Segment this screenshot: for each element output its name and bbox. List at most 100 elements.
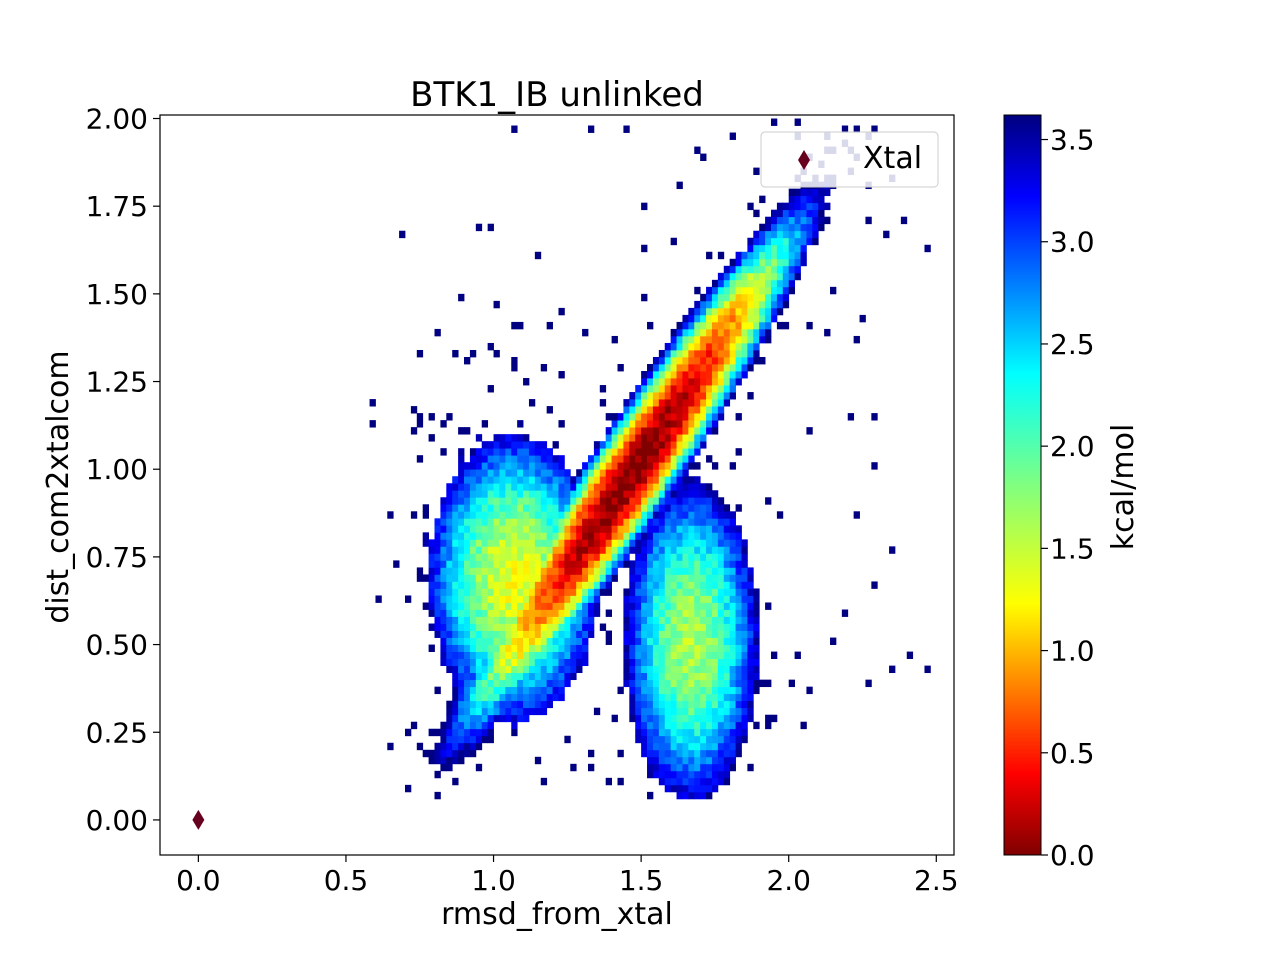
heatmap-cell	[593, 448, 601, 456]
heatmap-cell	[647, 763, 654, 772]
heatmap-cell	[706, 756, 713, 765]
heatmap-cell	[676, 658, 683, 667]
heatmap-cell	[493, 686, 500, 695]
heatmap-cell	[499, 658, 506, 667]
heatmap-cell	[694, 686, 701, 695]
heatmap-cell	[670, 335, 677, 344]
heatmap-cell	[570, 644, 577, 652]
heatmap-cell	[682, 441, 689, 449]
heatmap-cell	[788, 230, 796, 239]
heatmap-cell	[446, 525, 453, 533]
heatmap-cell	[706, 707, 713, 716]
heatmap-cell	[670, 378, 677, 386]
heatmap-cell	[599, 497, 607, 505]
heatmap-cell	[641, 469, 648, 477]
heatmap-cell	[623, 637, 630, 645]
heatmap-cell	[670, 462, 677, 470]
heatmap-cell	[582, 651, 589, 659]
heatmap-cell	[464, 490, 471, 498]
heatmap-cell	[552, 574, 559, 582]
heatmap-cell	[469, 567, 477, 575]
heatmap-cell	[694, 300, 701, 309]
heatmap-cell	[759, 300, 766, 309]
heatmap-cell	[670, 364, 677, 372]
heatmap-cell	[670, 328, 677, 337]
heatmap-cell	[599, 399, 607, 407]
heatmap-cell	[511, 721, 518, 730]
heatmap-cell	[664, 756, 672, 765]
heatmap-cell	[711, 511, 719, 519]
heatmap-cell	[647, 511, 654, 519]
heatmap-cell	[534, 693, 542, 702]
heatmap-cell	[446, 721, 453, 730]
heatmap-cell	[741, 321, 748, 330]
heatmap-cell	[688, 490, 695, 498]
heatmap-cell	[446, 574, 453, 582]
heatmap-cell	[493, 300, 500, 309]
heatmap-cell	[658, 658, 666, 667]
heatmap-cell	[729, 581, 736, 589]
heatmap-cell	[434, 609, 441, 617]
heatmap-cell	[635, 609, 642, 617]
heatmap-cell	[523, 553, 530, 561]
heatmap-cell	[706, 286, 713, 295]
heatmap-cell	[617, 448, 624, 456]
heatmap-cell	[694, 693, 701, 702]
heatmap-cell	[523, 588, 530, 596]
heatmap-cell	[711, 525, 719, 533]
heatmap-cell	[700, 616, 707, 624]
heatmap-cell	[458, 644, 465, 652]
heatmap-cell	[469, 658, 477, 667]
heatmap-cell	[735, 616, 742, 624]
heatmap-cell	[452, 679, 459, 688]
heatmap-cell	[694, 525, 701, 533]
heatmap-cell	[404, 728, 412, 737]
heatmap-cell	[729, 721, 736, 730]
heatmap-cell	[711, 665, 719, 674]
heatmap-cell	[487, 679, 494, 688]
heatmap-cell	[723, 588, 731, 596]
heatmap-cell	[635, 532, 642, 540]
heatmap-cell	[582, 588, 589, 596]
heatmap-cell	[723, 399, 731, 407]
heatmap-cell	[676, 504, 683, 512]
heatmap-cell	[682, 420, 689, 428]
heatmap-cell	[593, 483, 601, 491]
colorbar-tick-label: 1.0	[1050, 635, 1095, 668]
heatmap-cell	[499, 560, 506, 568]
heatmap-cell	[676, 742, 683, 751]
heatmap-cell	[652, 356, 660, 365]
heatmap-cell	[452, 623, 459, 631]
heatmap-cell	[670, 560, 677, 568]
heatmap-cell	[694, 560, 701, 568]
heatmap-cell	[812, 202, 819, 211]
heatmap-cell	[641, 483, 648, 491]
heatmap-cell	[576, 490, 583, 498]
heatmap-cell	[664, 560, 672, 568]
heatmap-cell	[475, 602, 483, 610]
heatmap-cell	[706, 314, 713, 323]
heatmap-cell	[576, 560, 583, 568]
heatmap-cell	[452, 546, 459, 554]
heatmap-cell	[487, 637, 494, 645]
heatmap-cell	[629, 420, 636, 428]
heatmap-cell	[564, 532, 571, 540]
heatmap-cell	[475, 616, 483, 624]
heatmap-cell	[664, 392, 672, 400]
heatmap-cell	[629, 392, 636, 400]
heatmap-cell	[635, 497, 642, 505]
heatmap-cell	[706, 300, 713, 309]
heatmap-cell	[605, 532, 612, 540]
heatmap-cell	[528, 469, 536, 477]
heatmap-cell	[735, 525, 742, 533]
heatmap-cell	[511, 448, 518, 456]
heatmap-cell	[658, 392, 666, 400]
heatmap-cell	[487, 525, 494, 533]
heatmap-cell	[652, 518, 660, 526]
heatmap-cell	[499, 504, 506, 512]
heatmap-cell	[711, 286, 719, 295]
heatmap-cell	[647, 623, 654, 631]
heatmap-cell	[617, 462, 624, 470]
heatmap-cell	[552, 679, 559, 688]
heatmap-cell	[540, 504, 548, 512]
